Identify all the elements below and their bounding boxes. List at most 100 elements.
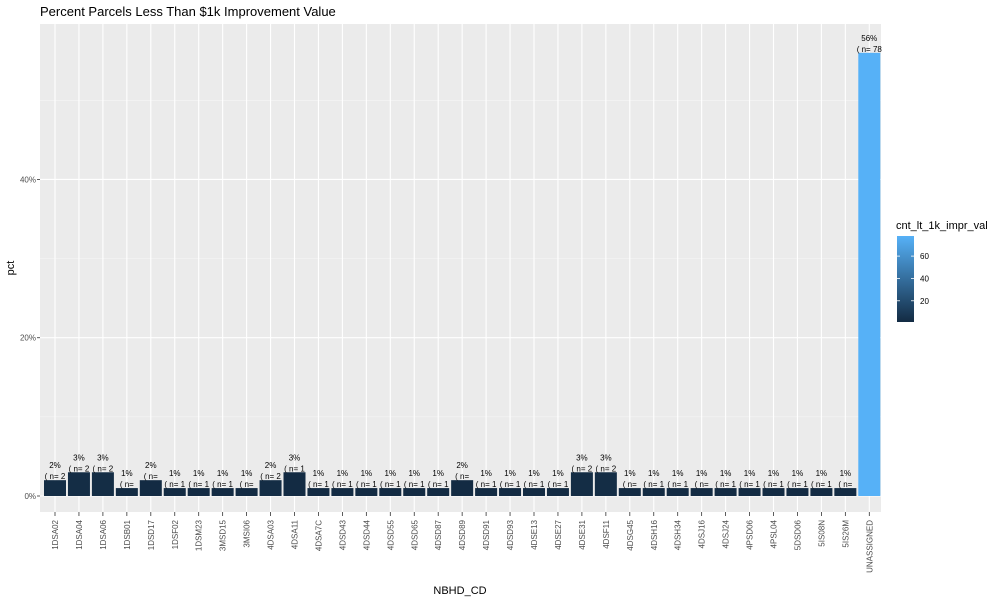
x-tick-label: 4DSD43	[338, 519, 347, 550]
bar-4dsj16[interactable]	[690, 488, 713, 496]
bar-1dsm23[interactable]	[187, 488, 210, 496]
bar-count-label: ( n= 1	[188, 480, 209, 489]
bar-pct-label: 1%	[816, 469, 828, 478]
bar-count-label: ( n= 2	[572, 464, 593, 473]
bar-5dsd06[interactable]	[786, 488, 809, 496]
bar-4dsf11[interactable]	[594, 472, 617, 496]
bar-pct-label: 1%	[792, 469, 804, 478]
bar-pct-label: 1%	[361, 469, 373, 478]
bar-count-label: ( n= 1	[739, 480, 760, 489]
x-tick-label: 4DSD65	[410, 519, 419, 550]
y-tick-label: 40%	[20, 175, 36, 184]
y-tick-label: 20%	[20, 334, 36, 343]
bar-4dsh34[interactable]	[666, 488, 689, 496]
x-tick-label: 1DSA04	[75, 519, 84, 549]
bar-4dsh16[interactable]	[642, 488, 665, 496]
bar-4psl04[interactable]	[762, 488, 785, 496]
legend-tick-label: 40	[920, 274, 929, 283]
bar-pct-label: 3%	[289, 453, 301, 462]
x-tick-label: 4DSD55	[386, 519, 395, 550]
bar-5is26m[interactable]	[834, 488, 857, 496]
legend-tick-label: 60	[920, 252, 929, 261]
bar-count-label: ( n= 1	[811, 480, 832, 489]
x-tick-label: 5IS08N	[817, 520, 826, 547]
bar-count-label: ( n=	[455, 472, 469, 481]
bar-count-label: ( n= 1	[476, 480, 497, 489]
bar-pct-label: 1%	[121, 469, 133, 478]
bar-pct-label: 56%	[861, 34, 877, 43]
bar-4dsd93[interactable]	[499, 488, 522, 496]
x-tick-label: 4DSG45	[626, 519, 635, 550]
bar-pct-label: 2%	[456, 461, 468, 470]
bar-pct-label: 3%	[600, 453, 612, 462]
x-tick-label: UNASSIGNED	[865, 520, 874, 573]
bar-1dsb01[interactable]	[115, 488, 138, 496]
bar-count-label: ( n= 1	[548, 480, 569, 489]
bar-1dsd17[interactable]	[139, 480, 162, 496]
x-tick-label: 4PSL04	[770, 519, 779, 548]
bar-count-label: ( n= 1	[332, 480, 353, 489]
bar-count-label: ( n= 1	[500, 480, 521, 489]
x-tick-label: 1DSA06	[99, 519, 108, 549]
bar-unassigned[interactable]	[858, 52, 881, 497]
bar-count-label: ( n= 1	[212, 480, 233, 489]
bar-1dsa06[interactable]	[91, 472, 114, 496]
bar-4dsa7c[interactable]	[307, 488, 330, 496]
bar-count-label: ( n=	[144, 472, 158, 481]
bar-4dse31[interactable]	[570, 472, 593, 496]
bar-4dsd43[interactable]	[331, 488, 354, 496]
x-tick-label: 4DSD91	[482, 519, 491, 550]
x-tick-label: 4DSD89	[458, 519, 467, 550]
bar-count-label: ( n=	[120, 480, 134, 489]
x-tick-label: 3MSI06	[243, 519, 252, 547]
bar-4dsd65[interactable]	[403, 488, 426, 496]
bar-1dsf02[interactable]	[163, 488, 186, 496]
bar-pct-label: 1%	[480, 469, 492, 478]
bar-pct-label: 1%	[217, 469, 229, 478]
bar-count-label: ( n= 1	[787, 480, 808, 489]
bar-count-label: ( n= 1	[428, 480, 449, 489]
x-tick-label: 4DSD93	[506, 519, 515, 550]
bar-pct-label: 1%	[528, 469, 540, 478]
bar-3msi06[interactable]	[235, 488, 258, 496]
bar-3msd15[interactable]	[211, 488, 234, 496]
bar-pct-label: 3%	[97, 453, 109, 462]
bar-pct-label: 1%	[624, 469, 636, 478]
chart-title: Percent Parcels Less Than $1k Improvemen…	[40, 4, 336, 19]
bar-count-label: ( n= 1	[667, 480, 688, 489]
bar-count-label: ( n= 1	[284, 464, 305, 473]
bar-pct-label: 1%	[193, 469, 205, 478]
bar-4dsd89[interactable]	[451, 480, 474, 496]
bar-4dsa03[interactable]	[259, 480, 282, 496]
x-tick-label: 4DSF11	[602, 519, 611, 548]
bar-4dsd87[interactable]	[427, 488, 450, 496]
bar-1dsa04[interactable]	[67, 472, 90, 496]
bar-4dsd44[interactable]	[355, 488, 378, 496]
bar-4dsd55[interactable]	[379, 488, 402, 496]
bar-count-label: ( n= 1	[715, 480, 736, 489]
bar-5is08n[interactable]	[810, 488, 833, 496]
bar-count-label: ( n= 1	[308, 480, 329, 489]
x-tick-label: 5DSD06	[793, 519, 802, 550]
bar-4dsg45[interactable]	[618, 488, 641, 496]
legend-title: cnt_lt_1k_impr_val	[896, 220, 988, 232]
bar-1dsa02[interactable]	[44, 480, 66, 496]
bar-pct-label: 3%	[73, 453, 85, 462]
x-tick-label: 1DSB01	[123, 519, 132, 549]
bar-pct-label: 1%	[241, 469, 253, 478]
bar-4dsa11[interactable]	[283, 472, 306, 496]
bar-count-label: ( n= 2	[45, 472, 66, 481]
bar-pct-label: 1%	[696, 469, 708, 478]
bar-pct-label: 1%	[432, 469, 444, 478]
y-axis-title: pct	[5, 261, 17, 276]
bar-4dsj24[interactable]	[714, 488, 737, 496]
bar-4psd06[interactable]	[738, 488, 761, 496]
bar-count-label: ( n= 1	[524, 480, 545, 489]
bar-4dse27[interactable]	[546, 488, 569, 496]
bar-4dse13[interactable]	[523, 488, 545, 496]
bar-pct-label: 1%	[744, 469, 756, 478]
bar-4dsd91[interactable]	[475, 488, 498, 496]
x-tick-label: 4DSD87	[434, 519, 443, 550]
bar-pct-label: 1%	[720, 469, 732, 478]
